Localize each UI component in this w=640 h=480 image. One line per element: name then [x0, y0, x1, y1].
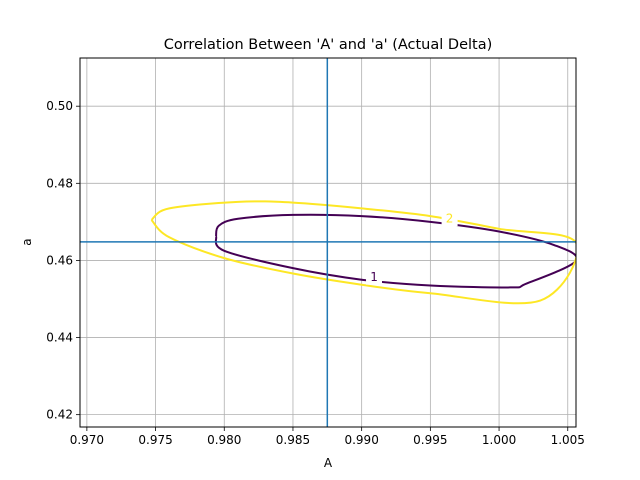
reference-lines — [80, 58, 576, 427]
x-tick-label: 0.980 — [207, 433, 241, 447]
y-tick-label: 0.46 — [46, 253, 73, 267]
contour-label-2: 2 — [446, 212, 454, 226]
x-tick-label: 0.985 — [276, 433, 310, 447]
x-axis-ticks: 0.970 0.975 0.980 0.985 0.990 0.995 1.000 1.005 — [70, 427, 585, 447]
y-tick-label: 0.44 — [46, 331, 73, 345]
contour-lines — [150, 200, 576, 305]
y-tick-label: 0.48 — [46, 176, 73, 190]
x-tick-label: 0.970 — [70, 433, 104, 447]
y-axis-ticks: 0.42 0.44 0.46 0.48 0.50 — [46, 99, 80, 422]
contour-label-background — [366, 268, 383, 285]
contour-labels: 12 — [366, 210, 458, 285]
y-axis-label: a — [20, 238, 34, 245]
contour-line-level-2 — [150, 200, 576, 305]
contour-label-1: 1 — [370, 270, 378, 284]
plot-frame — [79, 57, 577, 428]
y-tick-label: 0.50 — [46, 99, 73, 113]
contour-line-level-1 — [214, 213, 576, 289]
x-axis-label: A — [324, 456, 333, 470]
x-tick-label: 1.005 — [551, 433, 585, 447]
chart-title: Correlation Between 'A' and 'a' (Actual … — [164, 37, 493, 53]
x-tick-label: 1.000 — [482, 433, 516, 447]
x-tick-label: 0.995 — [413, 433, 447, 447]
contour-label-background — [441, 210, 458, 227]
x-tick-label: 0.990 — [344, 433, 378, 447]
x-tick-label: 0.975 — [138, 433, 172, 447]
y-tick-label: 0.42 — [46, 408, 73, 422]
